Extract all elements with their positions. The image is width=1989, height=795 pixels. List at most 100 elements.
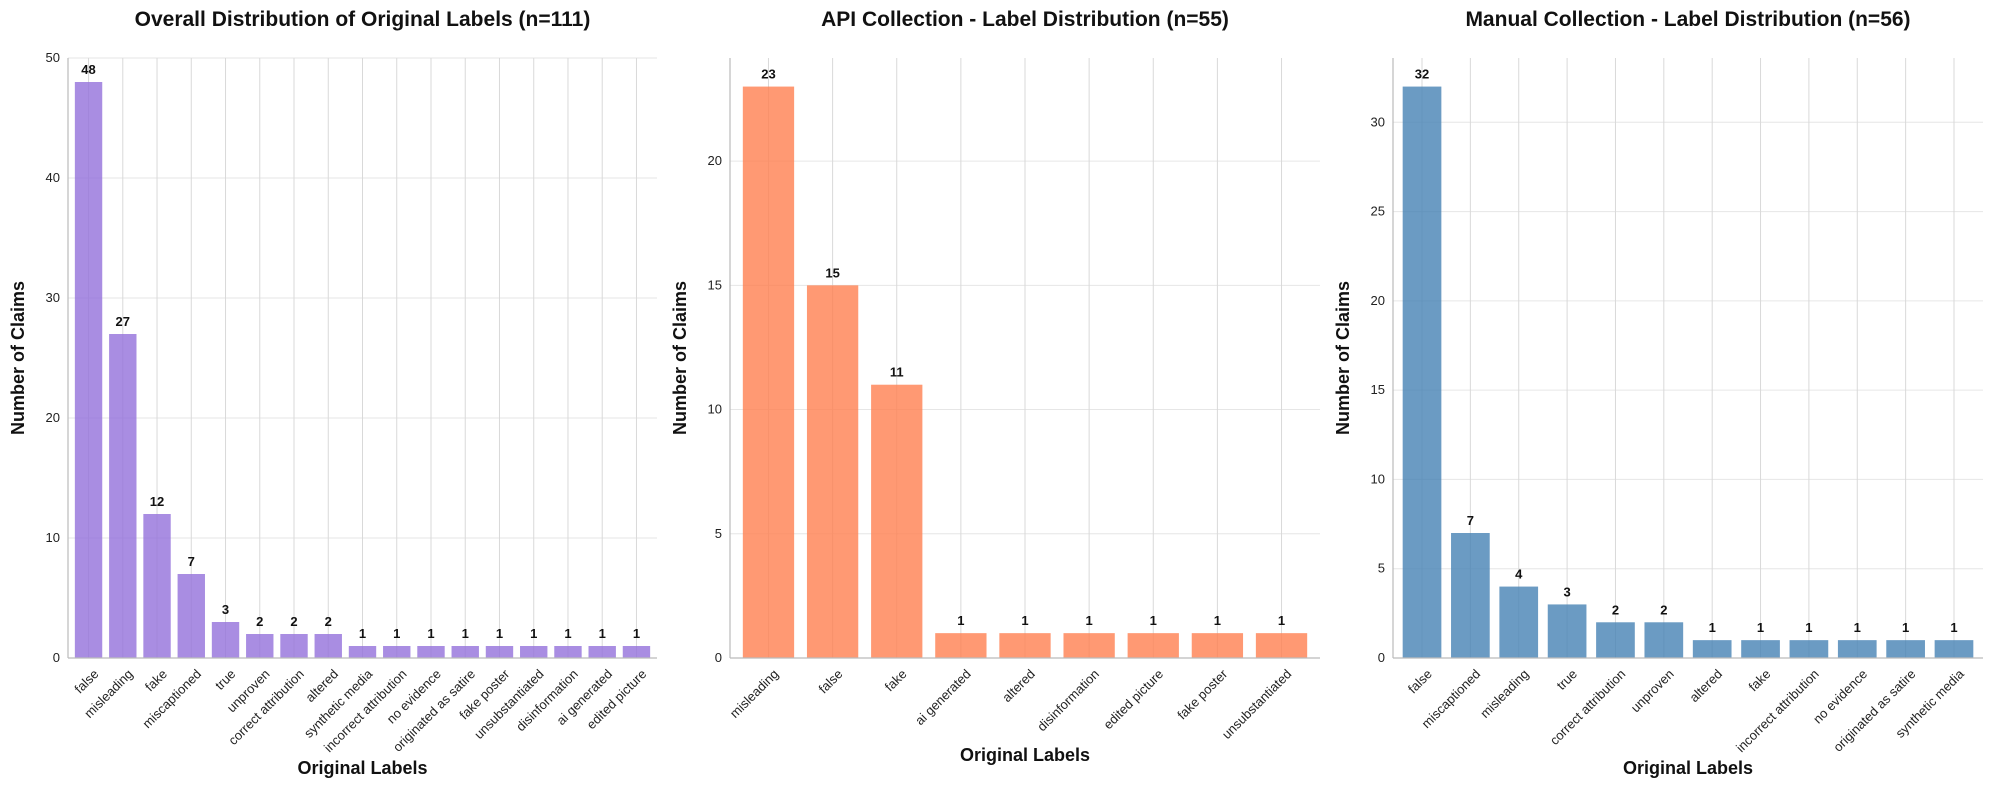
bar-synthetic-media (348, 646, 377, 658)
bar-misleading (742, 86, 795, 659)
bar-disinformation (554, 646, 582, 658)
x-tick-label: edited picture (1100, 666, 1166, 732)
y-tick-label: 50 (46, 50, 60, 65)
bar-no-evidence (417, 646, 445, 658)
x-tick-label: altered (999, 666, 1038, 705)
bar-true (1547, 604, 1587, 658)
y-axis-label: Number of Claims (1333, 281, 1353, 435)
bar-disinformation (1063, 633, 1115, 658)
bar-no-evidence (1837, 640, 1877, 658)
value-label: 1 (1086, 613, 1093, 628)
value-label: 1 (427, 626, 434, 641)
bar-unsubstantiated (1255, 633, 1308, 658)
bar-fake-poster (485, 646, 514, 658)
value-label: 1 (1150, 613, 1157, 628)
bar-fake (143, 514, 171, 658)
x-tick-label: incorrect attribution (1733, 666, 1822, 755)
x-axis-label: Original Labels (297, 758, 427, 778)
y-tick-label: 10 (46, 530, 60, 545)
bar-correct-attribution (280, 634, 308, 658)
value-label: 2 (1612, 602, 1619, 617)
bar-altered (999, 633, 1051, 658)
y-tick-label: 20 (46, 410, 60, 425)
chart-title: Overall Distribution of Original Labels … (135, 8, 591, 31)
bar-synthetic-media (1934, 640, 1974, 658)
x-tick-label: altered (1686, 666, 1725, 705)
y-tick-label: 15 (708, 277, 722, 292)
chart-title: API Collection - Label Distribution (n=5… (821, 8, 1229, 31)
value-label: 15 (825, 265, 839, 280)
value-label: 32 (1415, 67, 1429, 82)
bar-miscaptioned (177, 574, 205, 658)
value-label: 1 (599, 626, 606, 641)
x-tick-label: fake (142, 666, 170, 694)
x-tick-label: true (212, 666, 238, 692)
value-label: 1 (957, 613, 964, 628)
value-label: 1 (1021, 613, 1028, 628)
bar-fake (1741, 640, 1780, 658)
value-label: 2 (325, 614, 332, 629)
y-axis-label: Number of Claims (8, 281, 28, 435)
y-tick-label: 40 (46, 170, 60, 185)
value-label: 12 (150, 494, 164, 509)
x-tick-label: disinformation (1034, 666, 1102, 734)
value-label: 1 (564, 626, 571, 641)
x-tick-label: false (71, 666, 101, 696)
bar-false (1402, 86, 1442, 659)
y-tick-label: 15 (1371, 382, 1385, 397)
bar-incorrect-attribution (1789, 640, 1829, 658)
y-tick-label: 0 (53, 650, 60, 665)
value-label: 23 (761, 67, 775, 82)
value-label: 1 (496, 626, 503, 641)
x-tick-label: fake (1745, 666, 1773, 694)
bar-incorrect-attribution (383, 646, 411, 658)
bar-misleading (109, 334, 137, 658)
y-tick-label: 30 (1371, 114, 1385, 129)
y-tick-label: 5 (715, 526, 722, 541)
bar-fake-poster (1191, 633, 1244, 658)
y-axis-label: Number of Claims (670, 281, 690, 435)
value-label: 1 (393, 626, 400, 641)
bar-altered (1692, 640, 1732, 658)
value-label: 1 (1854, 620, 1861, 635)
bar-true (211, 622, 240, 658)
value-label: 1 (530, 626, 537, 641)
y-tick-label: 0 (1378, 650, 1385, 665)
value-label: 1 (462, 626, 469, 641)
value-label: 2 (290, 614, 297, 629)
x-axis-label: Original Labels (960, 745, 1090, 765)
y-tick-label: 10 (1371, 471, 1385, 486)
y-tick-label: 20 (1371, 293, 1385, 308)
bar-originated-as-satire (451, 646, 479, 658)
value-label: 7 (188, 554, 195, 569)
value-label: 1 (1757, 620, 1764, 635)
y-tick-label: 0 (715, 650, 722, 665)
x-tick-label: true (1554, 666, 1580, 692)
bar-ai-generated (588, 646, 616, 658)
value-label: 3 (222, 602, 229, 617)
value-label: 1 (1805, 620, 1812, 635)
value-label: 1 (633, 626, 640, 641)
value-label: 11 (890, 365, 904, 380)
bar-fake (871, 384, 923, 658)
x-tick-label: unsubstantiated (1219, 666, 1295, 742)
bar-unproven (246, 634, 274, 658)
bar-miscaptioned (1451, 533, 1490, 658)
y-tick-label: 25 (1371, 204, 1385, 219)
bar-originated-as-satire (1886, 640, 1925, 658)
value-label: 3 (1563, 584, 1570, 599)
bar-false (74, 82, 103, 658)
y-tick-label: 10 (708, 402, 722, 417)
value-label: 1 (1950, 620, 1957, 635)
x-tick-label: unproven (1628, 666, 1677, 715)
bar-ai-generated (935, 633, 987, 658)
value-label: 7 (1467, 513, 1474, 528)
x-tick-label: originated as satire (1830, 666, 1918, 754)
value-label: 4 (1515, 567, 1523, 582)
x-tick-label: fake poster (1174, 666, 1231, 723)
